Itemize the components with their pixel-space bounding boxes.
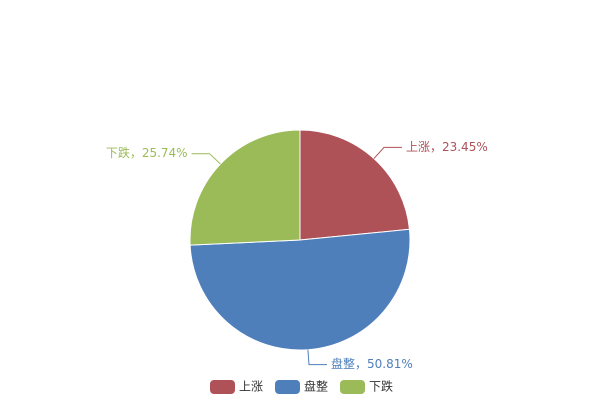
- data-label: 上涨，23.45%: [406, 139, 488, 154]
- leader-line: [373, 146, 402, 159]
- pie-slice: [299, 129, 411, 241]
- pie-slice: [189, 129, 301, 246]
- pie-slice: [189, 228, 411, 351]
- data-label: 盘整，50.81%: [331, 356, 413, 371]
- data-label: 下跌，25.74%: [106, 145, 188, 160]
- leader-line: [191, 153, 221, 165]
- legend-label: 下跌: [369, 379, 393, 394]
- legend-label: 盘整: [304, 379, 328, 394]
- legend-swatch: [275, 380, 300, 394]
- leader-line: [307, 349, 327, 366]
- legend-swatch: [210, 380, 235, 394]
- legend-label: 上涨: [239, 379, 263, 394]
- legend-swatch: [340, 380, 365, 394]
